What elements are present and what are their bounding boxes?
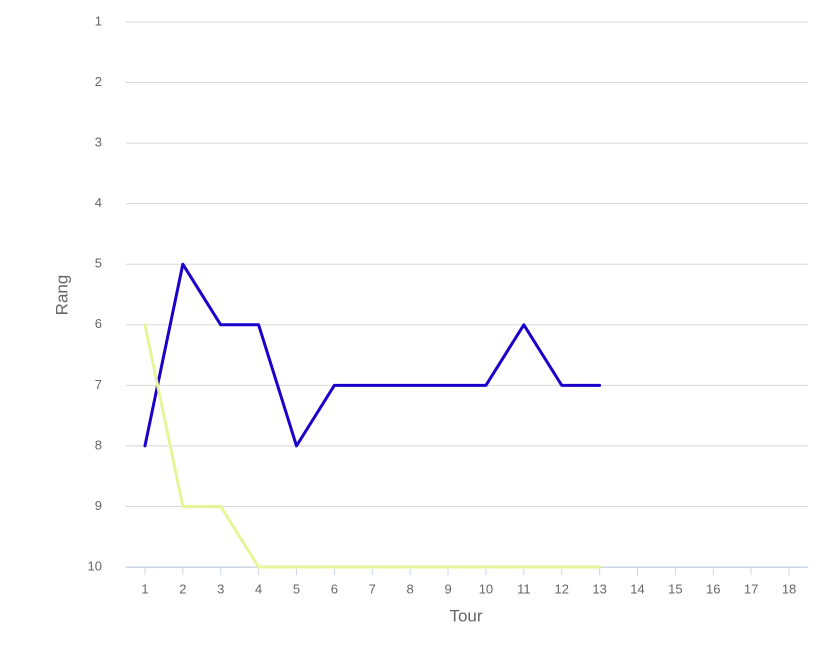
x-tick-label: 16	[706, 581, 720, 596]
x-tick-label: 14	[630, 581, 644, 596]
y-tick-label: 7	[95, 377, 102, 392]
y-tick-label: 1	[95, 13, 102, 28]
y-tick-label: 8	[95, 437, 102, 452]
x-tick-label: 17	[744, 581, 758, 596]
x-tick-label: 12	[554, 581, 568, 596]
y-tick-label: 10	[88, 558, 102, 573]
x-tick-label: 2	[179, 581, 186, 596]
x-tick-label: 15	[668, 581, 682, 596]
x-tick-label: 18	[782, 581, 796, 596]
series-line	[143, 262, 602, 448]
x-tick-label: 9	[444, 581, 451, 596]
x-tick-label: 13	[592, 581, 606, 596]
x-tick-label: 1	[141, 581, 148, 596]
x-tick-label: 8	[407, 581, 414, 596]
y-tick-label: 5	[95, 256, 102, 271]
x-axis-title: Tour	[449, 606, 482, 625]
x-tick-label: 10	[479, 581, 493, 596]
y-axis-title: Rang	[52, 275, 71, 316]
x-tick-label: 6	[331, 581, 338, 596]
x-tick-label: 4	[255, 581, 262, 596]
y-tick-label: 9	[95, 498, 102, 513]
y-tick-label: 6	[95, 316, 102, 331]
x-tick-label: 3	[217, 581, 224, 596]
x-tick-label: 7	[369, 581, 376, 596]
y-tick-label: 2	[95, 74, 102, 89]
x-tick-label: 11	[517, 581, 531, 596]
y-tick-label: 4	[95, 195, 102, 210]
y-tick-label: 3	[95, 135, 102, 150]
series-line	[143, 323, 602, 569]
x-tick-label: 5	[293, 581, 300, 596]
